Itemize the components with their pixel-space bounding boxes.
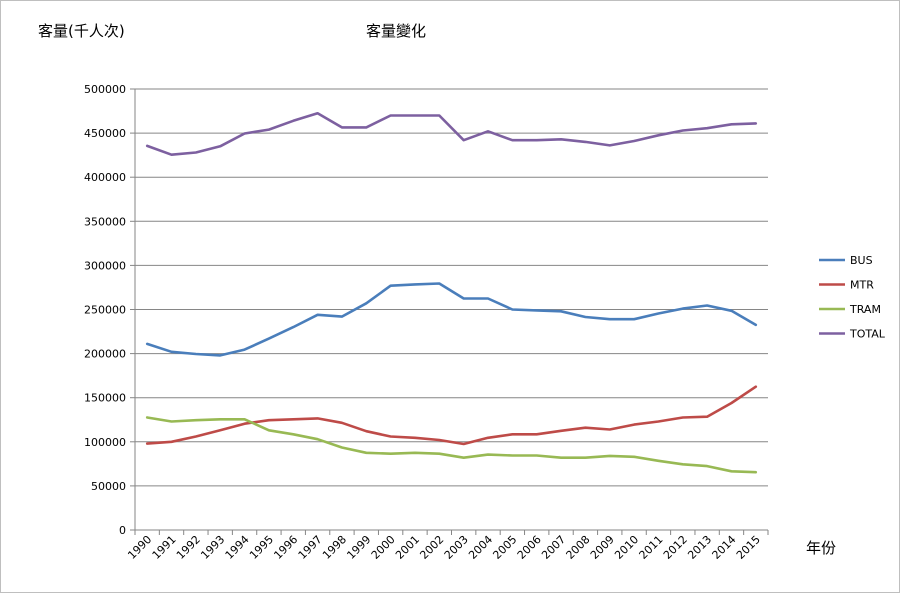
legend-label-mtr: MTR (850, 279, 874, 292)
x-tick-label: 2002 (417, 533, 446, 562)
x-tick-label: 2011 (637, 533, 666, 562)
y-tick-labels: 0 50000 100000 150000 200000 250000 300000 3500… (84, 83, 126, 537)
x-tick-label: 2009 (588, 533, 617, 562)
x-tick-labels: 1990199119921993199419951996199719981999… (125, 533, 763, 562)
x-tick-label: 2012 (661, 533, 690, 562)
y-tick-label: 450000 (84, 127, 126, 140)
chart-title: 客量變化 (366, 22, 427, 40)
axes (130, 88, 769, 535)
y-tick-label: 500000 (84, 83, 126, 96)
x-tick-label: 2010 (612, 533, 641, 562)
series-lines (145, 112, 758, 474)
x-tick-label: 1995 (247, 533, 276, 562)
x-tick-label: 2007 (539, 533, 568, 562)
y-tick-label: 0 (119, 524, 126, 537)
legend-label-bus: BUS (850, 254, 873, 267)
x-tick-label: 1991 (150, 533, 179, 562)
gridlines (135, 88, 768, 487)
legend-label-total: TOTAL (849, 328, 886, 341)
x-tick-label: 2013 (685, 533, 714, 562)
y-tick-label: 250000 (84, 304, 126, 317)
x-tick-label: 2003 (442, 533, 471, 562)
y-axis-label: 客量(千人次) (38, 22, 125, 40)
x-tick-label: 1993 (198, 533, 227, 562)
x-tick-label: 1990 (125, 533, 154, 562)
x-tick-label: 1992 (174, 533, 203, 562)
x-tick-label: 2000 (369, 533, 398, 562)
x-tick-label: 2006 (515, 533, 544, 562)
y-tick-label: 100000 (84, 436, 126, 449)
x-tick-label: 2015 (734, 533, 763, 562)
x-tick-label: 2008 (564, 533, 593, 562)
series-line-tram (145, 416, 758, 474)
y-tick-label: 150000 (84, 392, 126, 405)
y-tick-label: 400000 (84, 171, 126, 184)
y-tick-label: 300000 (84, 259, 126, 272)
x-tick-label: 2001 (393, 533, 422, 562)
x-tick-label: 2014 (710, 533, 739, 562)
y-tick-label: 50000 (91, 480, 126, 493)
legend-label-tram: TRAM (849, 303, 881, 316)
x-axis-label: 年份 (806, 539, 837, 557)
y-tick-label: 350000 (84, 215, 126, 228)
x-tick-label: 1994 (223, 533, 252, 562)
series-line-bus (145, 282, 758, 357)
x-tick-label: 2004 (466, 533, 495, 562)
series-line-total (145, 112, 758, 156)
x-tick-label: 2005 (490, 533, 519, 562)
y-tick-label: 200000 (84, 348, 126, 361)
x-tick-label: 1999 (344, 533, 373, 562)
x-tick-label: 1998 (320, 533, 349, 562)
legend: BUS MTR TRAM TOTAL (819, 254, 886, 341)
x-tick-label: 1997 (296, 533, 325, 562)
x-tick-label: 1996 (271, 533, 300, 562)
series-line-mtr (145, 385, 758, 446)
